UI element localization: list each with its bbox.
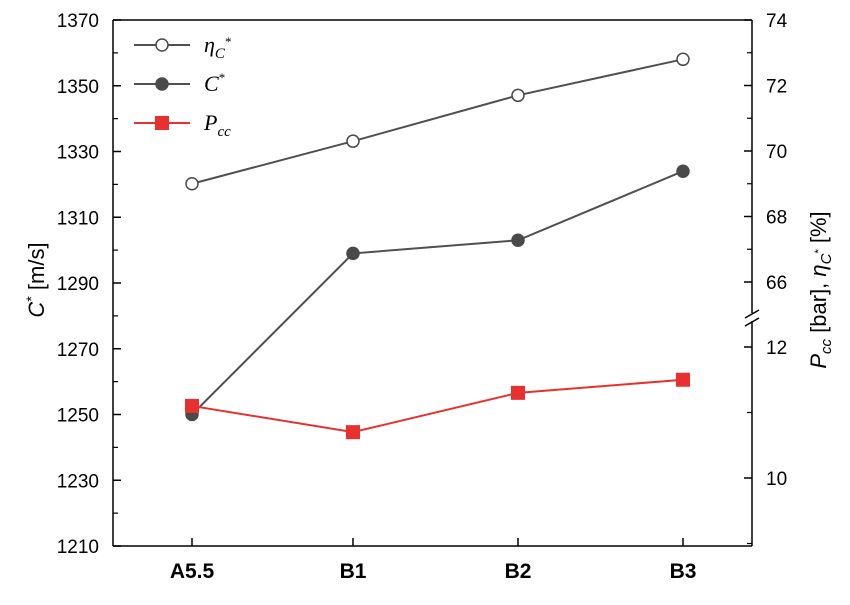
right-axis-title: Pcc [bar], ηC* [%] [806, 211, 835, 368]
series-Pcc [185, 372, 690, 440]
axis-break-mark [744, 317, 760, 327]
right-tick-label: 72 [766, 77, 787, 98]
data-point [185, 398, 199, 413]
left-tick-label: 1350 [57, 77, 99, 98]
data-point [511, 88, 525, 103]
data-point [155, 38, 169, 52]
left-axis-title: C* [m/s] [23, 242, 49, 317]
left-tick-label: 1270 [57, 340, 99, 361]
left-tick-label: 1370 [57, 11, 99, 32]
data-point [346, 425, 360, 440]
data-point [185, 177, 199, 191]
x-tick-label: B2 [505, 560, 532, 583]
data-point [676, 372, 690, 387]
data-point [676, 164, 690, 178]
data-point [346, 246, 360, 261]
left-axis: 1210 1230 1250 1270 1290 1310 1330 1350 1370 [57, 11, 121, 558]
right-tick-label: 12 [766, 338, 787, 359]
legend-label: C* [204, 70, 225, 96]
series-layer [185, 52, 690, 440]
legend-label: Pcc [203, 110, 231, 140]
legend-entry: ηC* [134, 32, 231, 62]
right-tick-label: 70 [766, 142, 787, 163]
x-tick-label: B3 [670, 560, 697, 583]
data-point [155, 116, 169, 130]
series-ηC* [185, 52, 690, 191]
left-tick-label: 1310 [57, 208, 99, 229]
right-tick-label: 68 [766, 208, 787, 229]
plot-frame [112, 19, 760, 547]
data-point [155, 77, 169, 91]
legend-label: ηC* [204, 32, 231, 62]
axis-break-mark [744, 309, 760, 319]
series-line [191, 378, 684, 434]
legend: ηC* C* Pcc [134, 32, 231, 140]
left-tick-label: 1330 [57, 143, 99, 164]
data-point [511, 385, 525, 400]
left-tick-label: 1290 [57, 274, 99, 295]
series-C* [185, 164, 690, 422]
left-tick-label: 1210 [57, 537, 99, 558]
left-tick-label: 1250 [57, 406, 99, 427]
data-point [676, 52, 690, 67]
data-point [511, 233, 525, 248]
left-tick-label: 1230 [57, 471, 99, 492]
x-tick-label: A5.5 [170, 560, 215, 583]
right-axis: 66 68 70 72 74 10 12 [744, 11, 788, 545]
right-tick-label: 66 [766, 273, 787, 294]
x-tick-label: B1 [340, 560, 367, 583]
right-tick-label: 74 [766, 11, 788, 32]
right-tick-label: 10 [766, 469, 787, 490]
series-line [191, 58, 684, 185]
series-line [191, 170, 684, 416]
legend-entry: C* [134, 70, 225, 96]
data-point [346, 134, 360, 148]
legend-entry: Pcc [134, 110, 231, 140]
x-axis: A5.5 B1 B2 B3 [170, 538, 697, 583]
